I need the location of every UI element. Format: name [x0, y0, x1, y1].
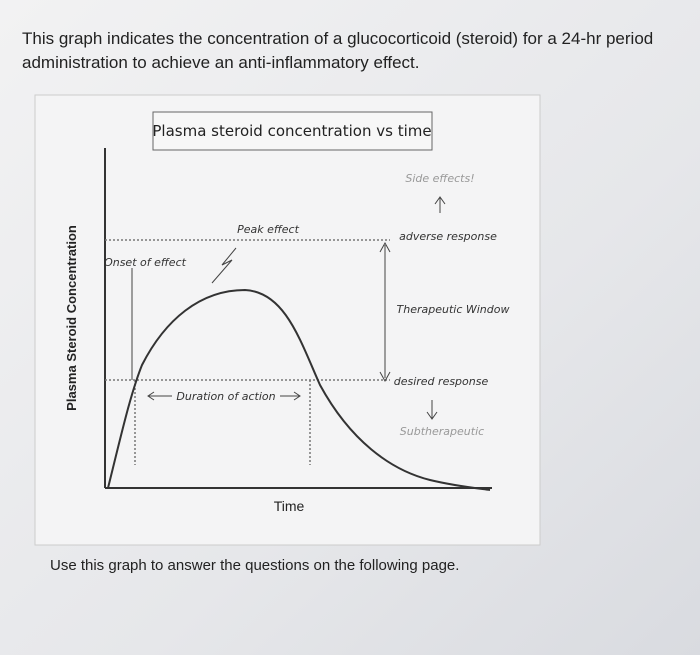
- header-line: administration to achieve an anti-inflam…: [22, 53, 420, 72]
- x-axis-label: Time: [274, 498, 305, 514]
- footer-text: Use this graph to answer the questions o…: [50, 557, 459, 574]
- down-arrow: [426, 400, 438, 420]
- up-arrow: [434, 196, 446, 213]
- concentration-curve: [107, 288, 491, 491]
- annotation: Duration of action: [176, 390, 275, 403]
- peak-pointer: [211, 247, 237, 284]
- annotation: adverse response: [399, 230, 497, 243]
- window-arrowheads: [379, 241, 391, 383]
- y-axis-label: Plasma Steroid Concentration: [64, 225, 79, 411]
- annotation: Subtherapeutic: [400, 425, 484, 438]
- diagram-frame: [34, 94, 541, 546]
- annotation: Onset of effect: [104, 256, 187, 269]
- annotation: desired response: [394, 375, 489, 388]
- title-box: [152, 111, 433, 151]
- annotation: Peak effect: [237, 223, 300, 236]
- header-line: This graph indicates the concentration o…: [22, 29, 653, 48]
- duration-arrows: [147, 391, 301, 401]
- annotation: Therapeutic Window: [397, 303, 510, 316]
- annotation: Side effects!: [405, 172, 474, 185]
- diagram-title: Plasma steroid concentration vs time: [152, 122, 431, 140]
